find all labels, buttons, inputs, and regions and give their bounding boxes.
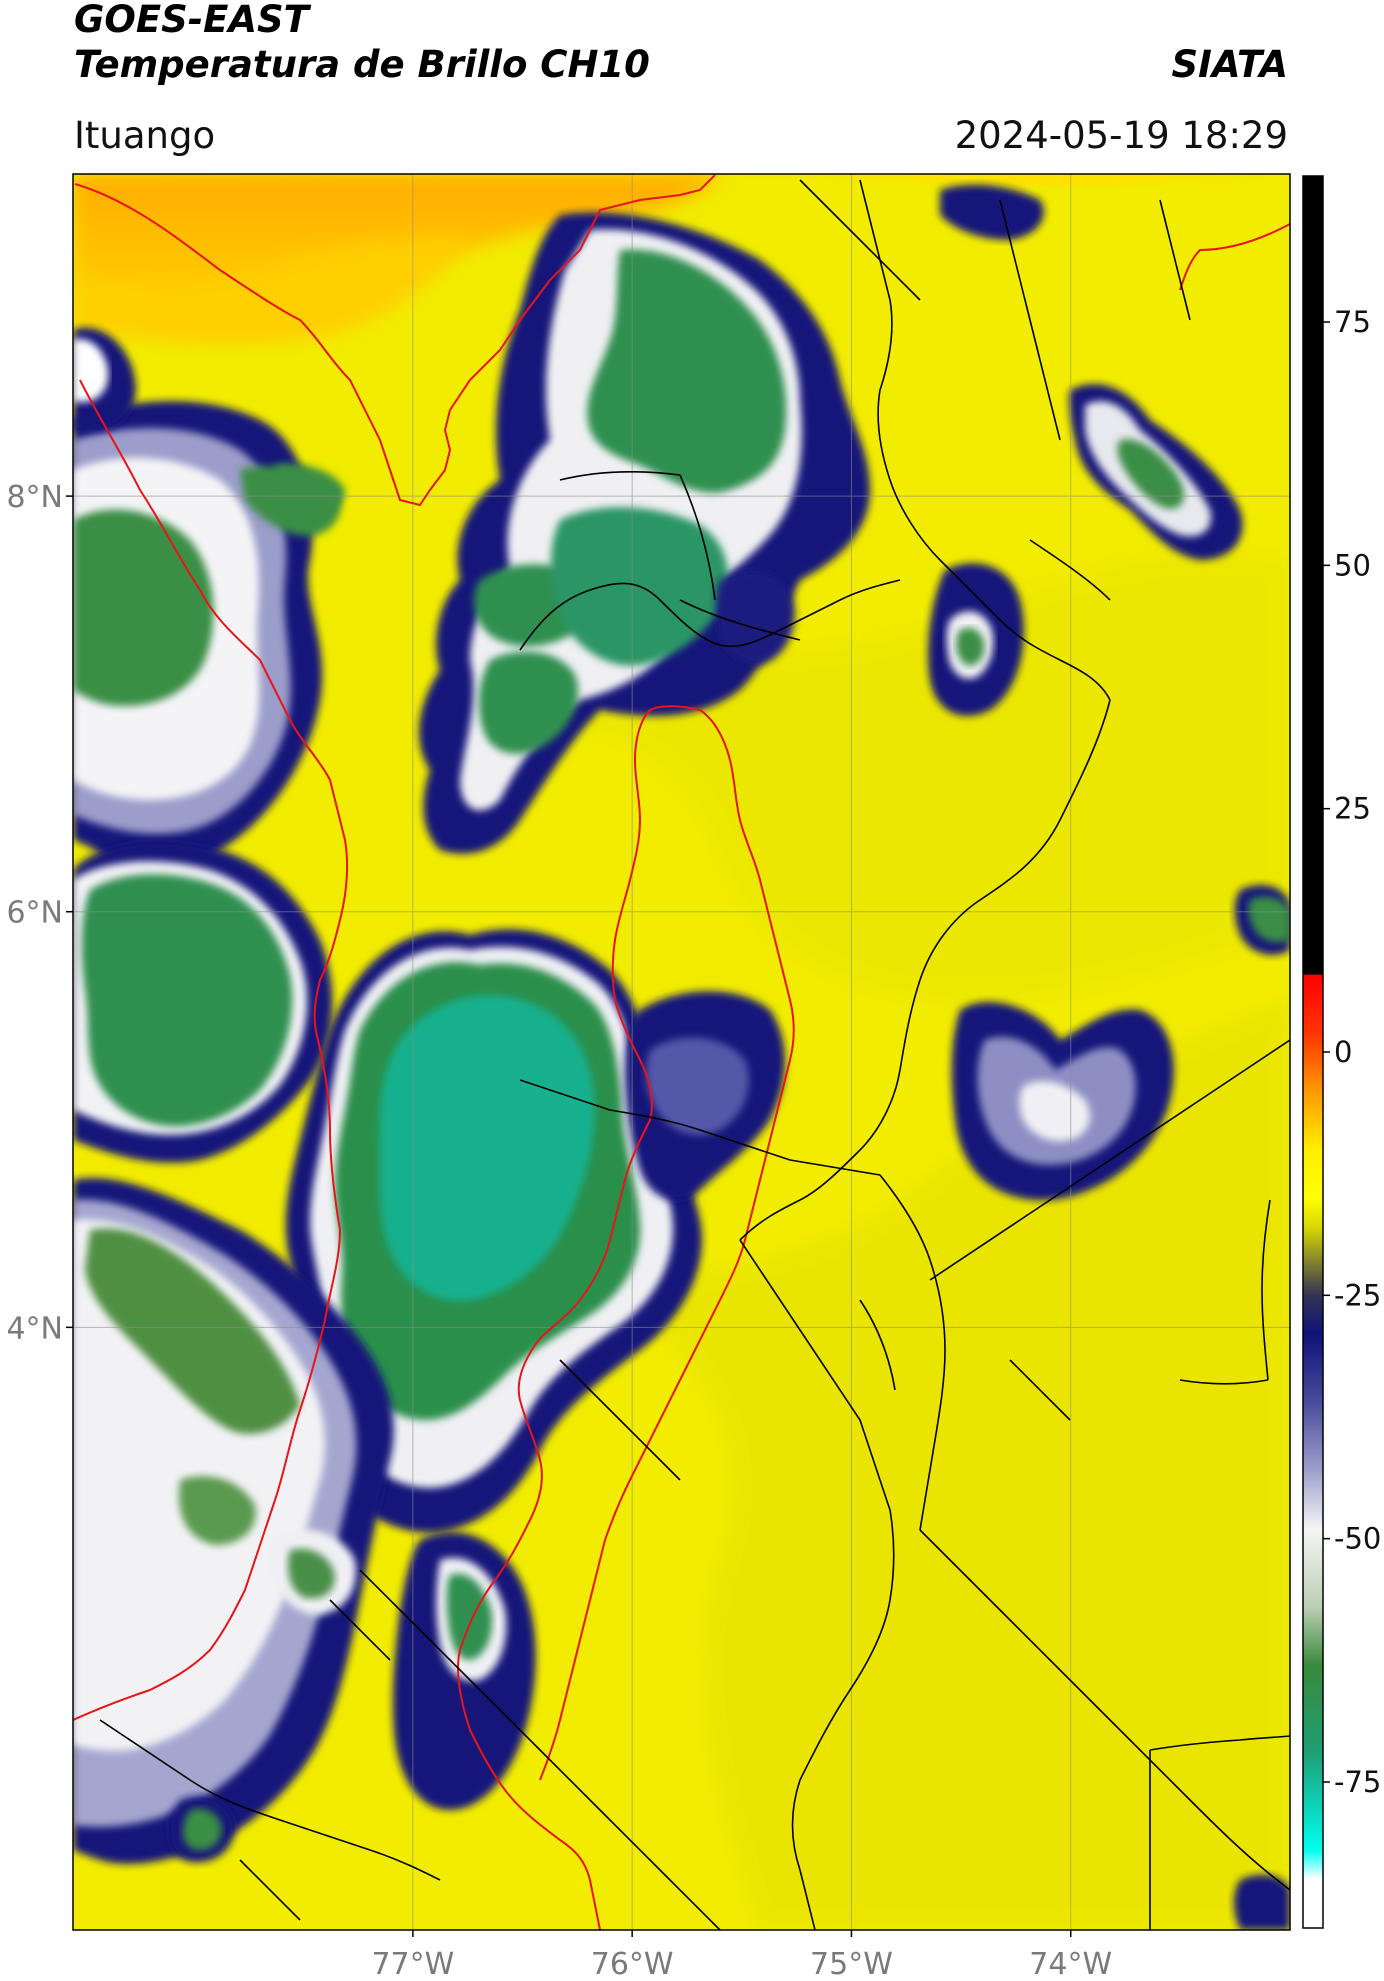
datetime-label: 2024-05-19 18:29 [954, 114, 1288, 157]
convective-cloud-top [73, 327, 1290, 1930]
colorbar-tick-label: 25 [1334, 792, 1371, 826]
convective-cloud-top [928, 184, 1174, 1201]
latitude-axis: 8°N 6°N 4°N [6, 480, 73, 1346]
lon-tick-label: 75°W [810, 1947, 893, 1981]
product-title: Temperatura de Brillo CH10 [74, 43, 650, 86]
colorbar-tick-label: -75 [1334, 1765, 1381, 1799]
lat-tick-label: 8°N [6, 480, 63, 515]
colorbar-tick-label: -25 [1334, 1278, 1381, 1312]
location-label: Ituango [74, 114, 216, 157]
convective-cloud-top [285, 929, 702, 1533]
colorbar-tick-label: -50 [1334, 1522, 1381, 1556]
colorbar: 75 50 25 0 -25 -50 -75 [1302, 175, 1381, 1929]
longitude-axis: 77°W 76°W 75°W 74°W [371, 1930, 1112, 1981]
satellite-title: GOES-EAST [74, 0, 309, 41]
lon-tick-label: 74°W [1029, 1947, 1112, 1981]
brightness-temperature-field [73, 174, 1290, 1930]
lon-tick-label: 77°W [371, 1947, 454, 1981]
department-borders [99, 179, 1290, 1930]
convective-cloud-top [73, 401, 345, 874]
colombia-national-border [73, 174, 1290, 1930]
convective-cloud-top [73, 841, 333, 1163]
colorbar-tick-label: 50 [1334, 548, 1371, 582]
lat-tick-label: 6°N [6, 896, 63, 931]
colorbar-tick-label: 75 [1334, 305, 1371, 339]
colorbar-gradient [1303, 176, 1323, 1928]
lon-tick-label: 76°W [591, 1947, 674, 1981]
map-frame [72, 173, 1291, 1931]
lat-tick-label: 4°N [6, 1311, 63, 1346]
graticule [73, 174, 1290, 1930]
agency-label: SIATA [1171, 43, 1288, 86]
colorbar-axis: 75 50 25 0 -25 -50 -75 [1323, 305, 1381, 1799]
convective-cloud-top [73, 1178, 394, 1864]
colorbar-tick-label: 0 [1334, 1035, 1352, 1069]
convective-cloud-top [625, 571, 795, 1201]
